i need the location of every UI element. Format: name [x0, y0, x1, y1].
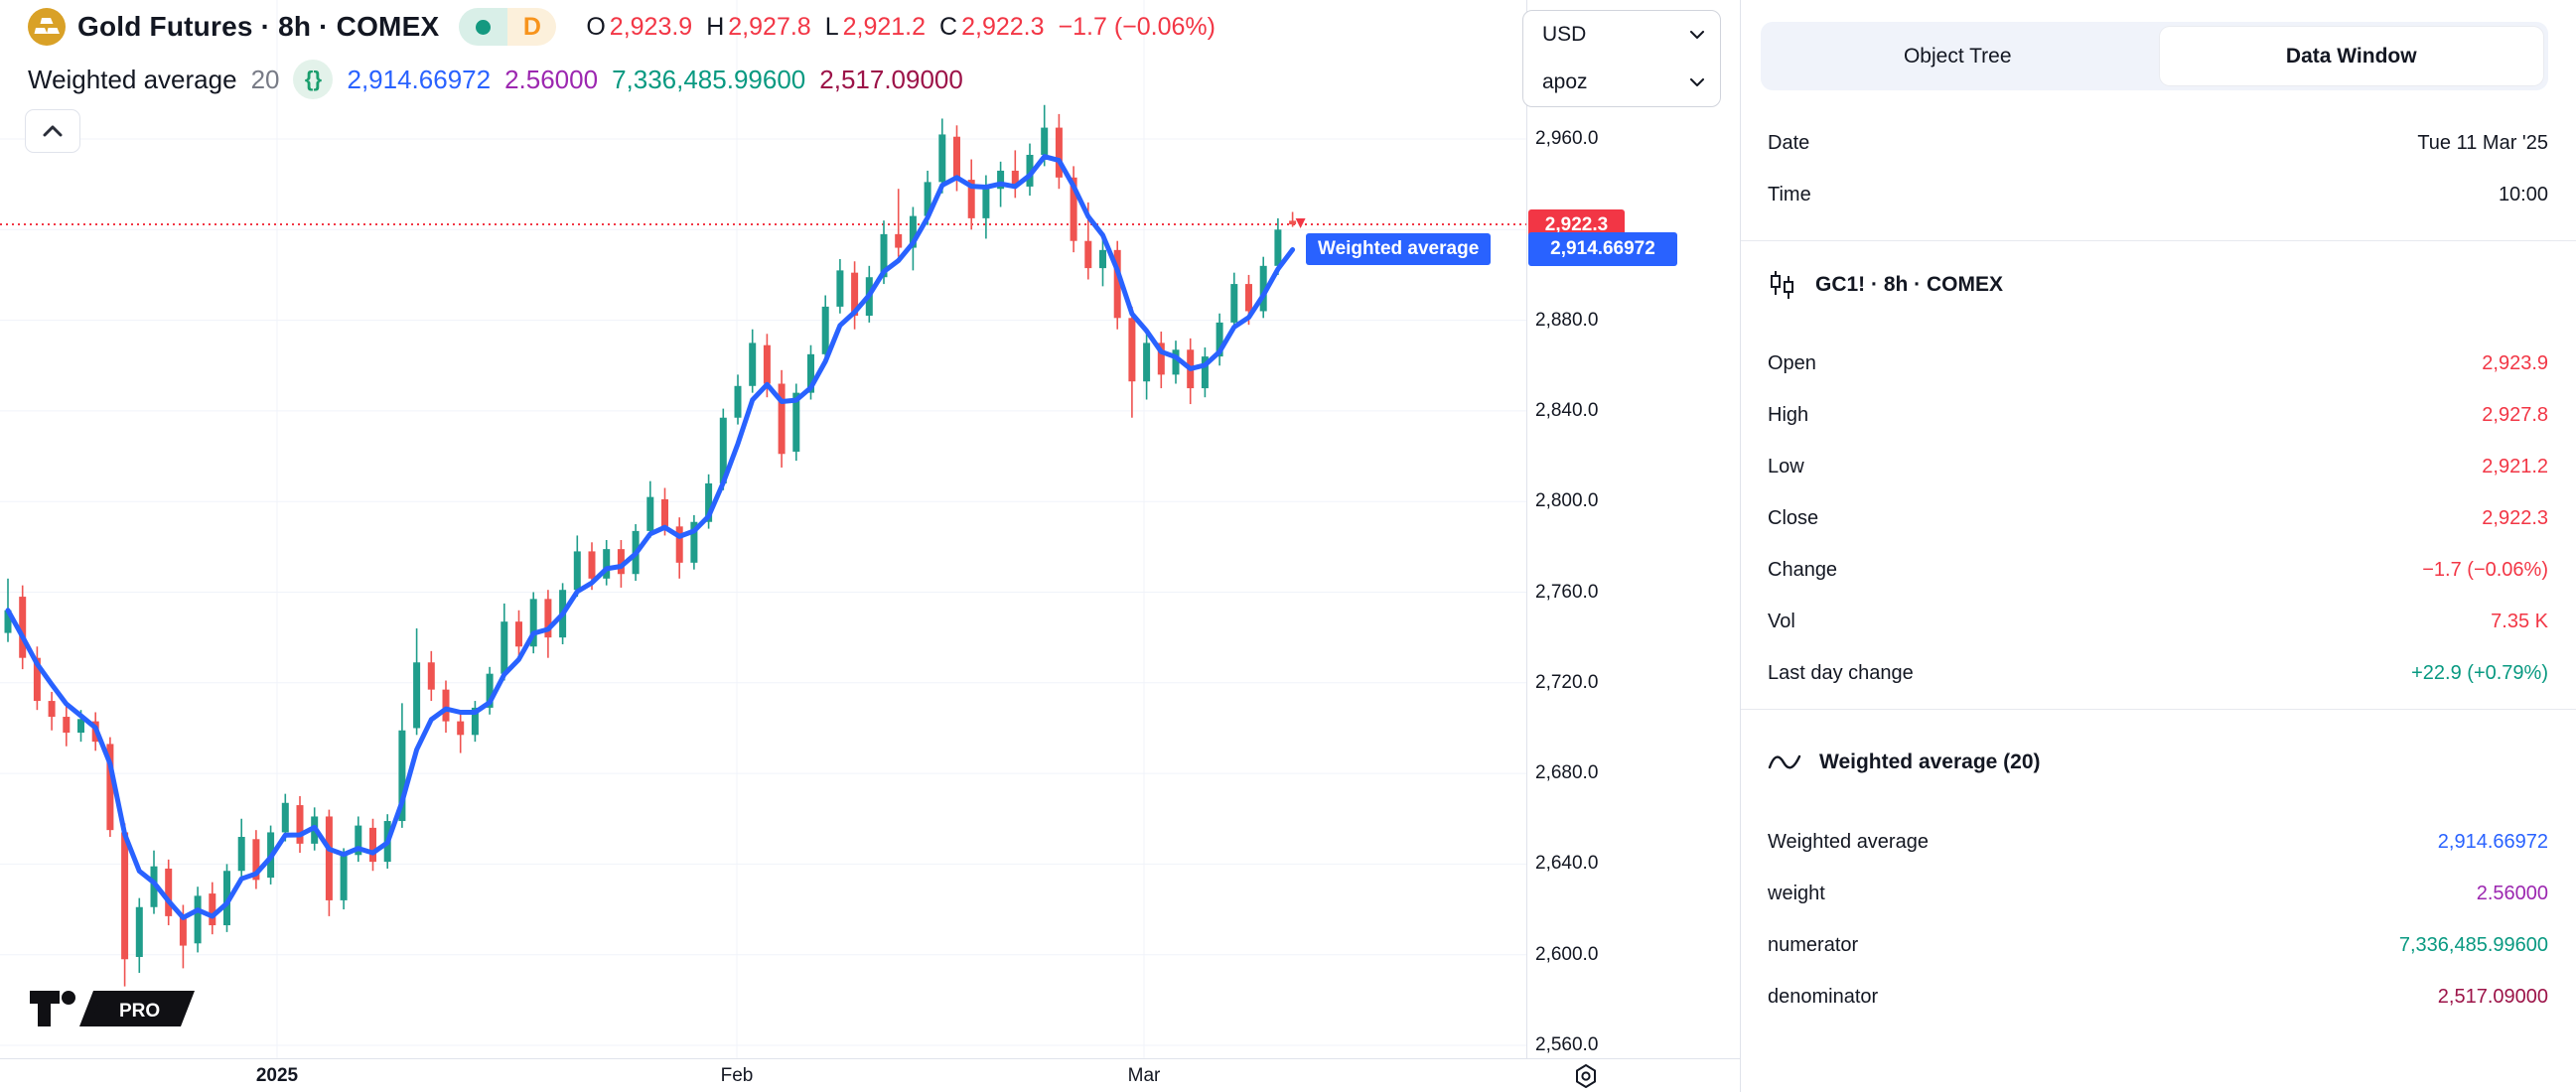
date-row: Date Tue 11 Mar '25	[1741, 117, 2576, 169]
price-tick-label: 2,600.0	[1535, 943, 1599, 965]
weighted-average-row: Weighted average 2,914.66972	[1768, 830, 2548, 853]
currency-select[interactable]: USD	[1523, 11, 1720, 59]
high-label: H	[706, 12, 725, 41]
tradingview-logo-icon: PRO	[30, 991, 195, 1026]
tab-object-tree[interactable]: Object Tree	[1903, 44, 2012, 68]
indicator-section-title: Weighted average (20)	[1819, 751, 2041, 773]
indicator-price-tag: 2,914.66972	[1528, 232, 1677, 267]
price-tick-label: 2,800.0	[1535, 490, 1599, 512]
tradingview-pro-logo[interactable]: PRO	[28, 989, 197, 1028]
numerator-row: numerator 7,336,485.99600	[1768, 933, 2548, 956]
symbol-section-title: GC1! · 8h · COMEX	[1815, 273, 2004, 296]
panel-tabs: Object Tree Data Window	[1761, 22, 2548, 90]
weighted-average-tag: Weighted average	[1306, 233, 1492, 266]
timeframe-dot-icon	[459, 8, 508, 46]
indicator-value-denominator: 2,517.09000	[819, 64, 963, 94]
divider	[1741, 240, 2576, 241]
time-tick-label: Mar	[1127, 1065, 1161, 1086]
divider	[1741, 709, 2576, 710]
wave-icon	[1768, 754, 1801, 769]
chevron-down-icon	[1690, 30, 1704, 39]
price-axis[interactable]: 2,922.3 2,914.66972 2,960.02,920.02,880.…	[1526, 0, 1741, 1058]
indicator-section-header[interactable]: Weighted average (20)	[1768, 751, 2041, 774]
change-row: Change −1.7 (−0.06%)	[1768, 558, 2548, 581]
low-row: Low 2,921.2	[1768, 455, 2548, 478]
indicator-legend[interactable]: Weighted average 20 {} 2,914.66972 2.560…	[28, 60, 963, 99]
high-value: 2,927.8	[728, 12, 811, 41]
ohlc-readout: O 2,923.9 H 2,927.8 L 2,921.2 C 2,922.3 −1.7…	[586, 13, 1216, 42]
price-tick-label: 2,880.0	[1535, 309, 1599, 331]
chevron-up-icon	[43, 125, 63, 137]
indicator-param: 20	[250, 64, 280, 94]
change-value: −1.7 (−0.06%)	[1058, 12, 1216, 41]
chevron-down-icon	[1690, 77, 1704, 86]
price-tick-label: 2,560.0	[1535, 1034, 1599, 1055]
source-code-icon[interactable]: {}	[293, 60, 334, 99]
timeframe-daily-badge: D	[507, 8, 557, 46]
close-label: C	[939, 12, 958, 41]
price-tick-label: 2,640.0	[1535, 853, 1599, 875]
currency-select-value: USD	[1542, 23, 1587, 46]
chart-pane[interactable]: Gold Futures · 8h · COMEX D O 2,923.9 H 2,…	[0, 0, 1526, 1058]
open-label: O	[586, 12, 606, 41]
price-tick-label: 2,720.0	[1535, 671, 1599, 693]
tab-data-window[interactable]: Data Window	[2159, 27, 2543, 85]
price-tick-label: 2,960.0	[1535, 128, 1599, 149]
low-label: L	[824, 12, 839, 41]
candlestick-icon	[1771, 271, 1793, 299]
time-label: Time	[1768, 183, 1811, 205]
gold-futures-logo-icon	[28, 8, 66, 46]
indicator-name: Weighted average	[28, 64, 237, 94]
close-row: Close 2,922.3	[1768, 506, 2548, 529]
price-tick-label: 2,840.0	[1535, 399, 1599, 421]
candlestick-chart[interactable]	[0, 0, 1526, 1058]
time-tick-label: Feb	[720, 1065, 754, 1086]
time-row: Time 10:00	[1741, 169, 2576, 220]
volume-row: Vol 7.35 K	[1768, 610, 2548, 632]
unit-select[interactable]: apoz	[1523, 59, 1720, 106]
timeframe-badge[interactable]: D	[459, 8, 557, 46]
high-row: High 2,927.8	[1768, 403, 2548, 426]
symbol-legend: Gold Futures · 8h · COMEX D O 2,923.9 H 2,…	[28, 8, 1216, 46]
indicator-value-average: 2,914.66972	[347, 64, 492, 94]
open-value: 2,923.9	[609, 12, 693, 41]
close-value: 2,922.3	[961, 12, 1045, 41]
datetime-rows: Date Tue 11 Mar '25 Time 10:00	[1741, 117, 2576, 220]
currency-unit-selector: USD apoz	[1522, 10, 1721, 107]
symbol-section-header[interactable]: GC1! · 8h · COMEX	[1768, 270, 2003, 300]
data-window-panel: Object Tree Data Window Date Tue 11 Mar …	[1740, 0, 2576, 1092]
symbol-data-rows: Open 2,923.9 High 2,927.8 Low 2,921.2 Close…	[1741, 338, 2576, 699]
indicator-value-numerator: 7,336,485.99600	[612, 64, 806, 94]
last-day-change-row: Last day change +22.9 (+0.79%)	[1768, 661, 2548, 684]
axis-settings-gear-icon[interactable]	[1573, 1063, 1599, 1089]
time-tick-label: 2025	[255, 1065, 299, 1086]
low-value: 2,921.2	[842, 12, 927, 41]
symbol-title[interactable]: Gold Futures · 8h · COMEX	[77, 11, 440, 42]
open-row: Open 2,923.9	[1768, 351, 2548, 374]
date-label: Date	[1768, 131, 1810, 154]
unit-select-value: apoz	[1542, 70, 1588, 93]
time-axis[interactable]: 2025 Feb Mar	[0, 1058, 1740, 1092]
pro-label: PRO	[119, 1001, 160, 1022]
price-tick-label: 2,760.0	[1535, 581, 1599, 603]
price-tick-label: 2,680.0	[1535, 762, 1599, 784]
collapse-legend-button[interactable]	[25, 109, 80, 153]
indicator-data-rows: Weighted average 2,914.66972 weight 2.5600…	[1741, 816, 2576, 1023]
weight-row: weight 2.56000	[1768, 882, 2548, 904]
time-value: 10:00	[2498, 183, 2548, 205]
date-value: Tue 11 Mar '25	[2417, 131, 2548, 154]
denominator-row: denominator 2,517.09000	[1768, 985, 2548, 1008]
indicator-value-weight: 2.56000	[504, 64, 599, 94]
